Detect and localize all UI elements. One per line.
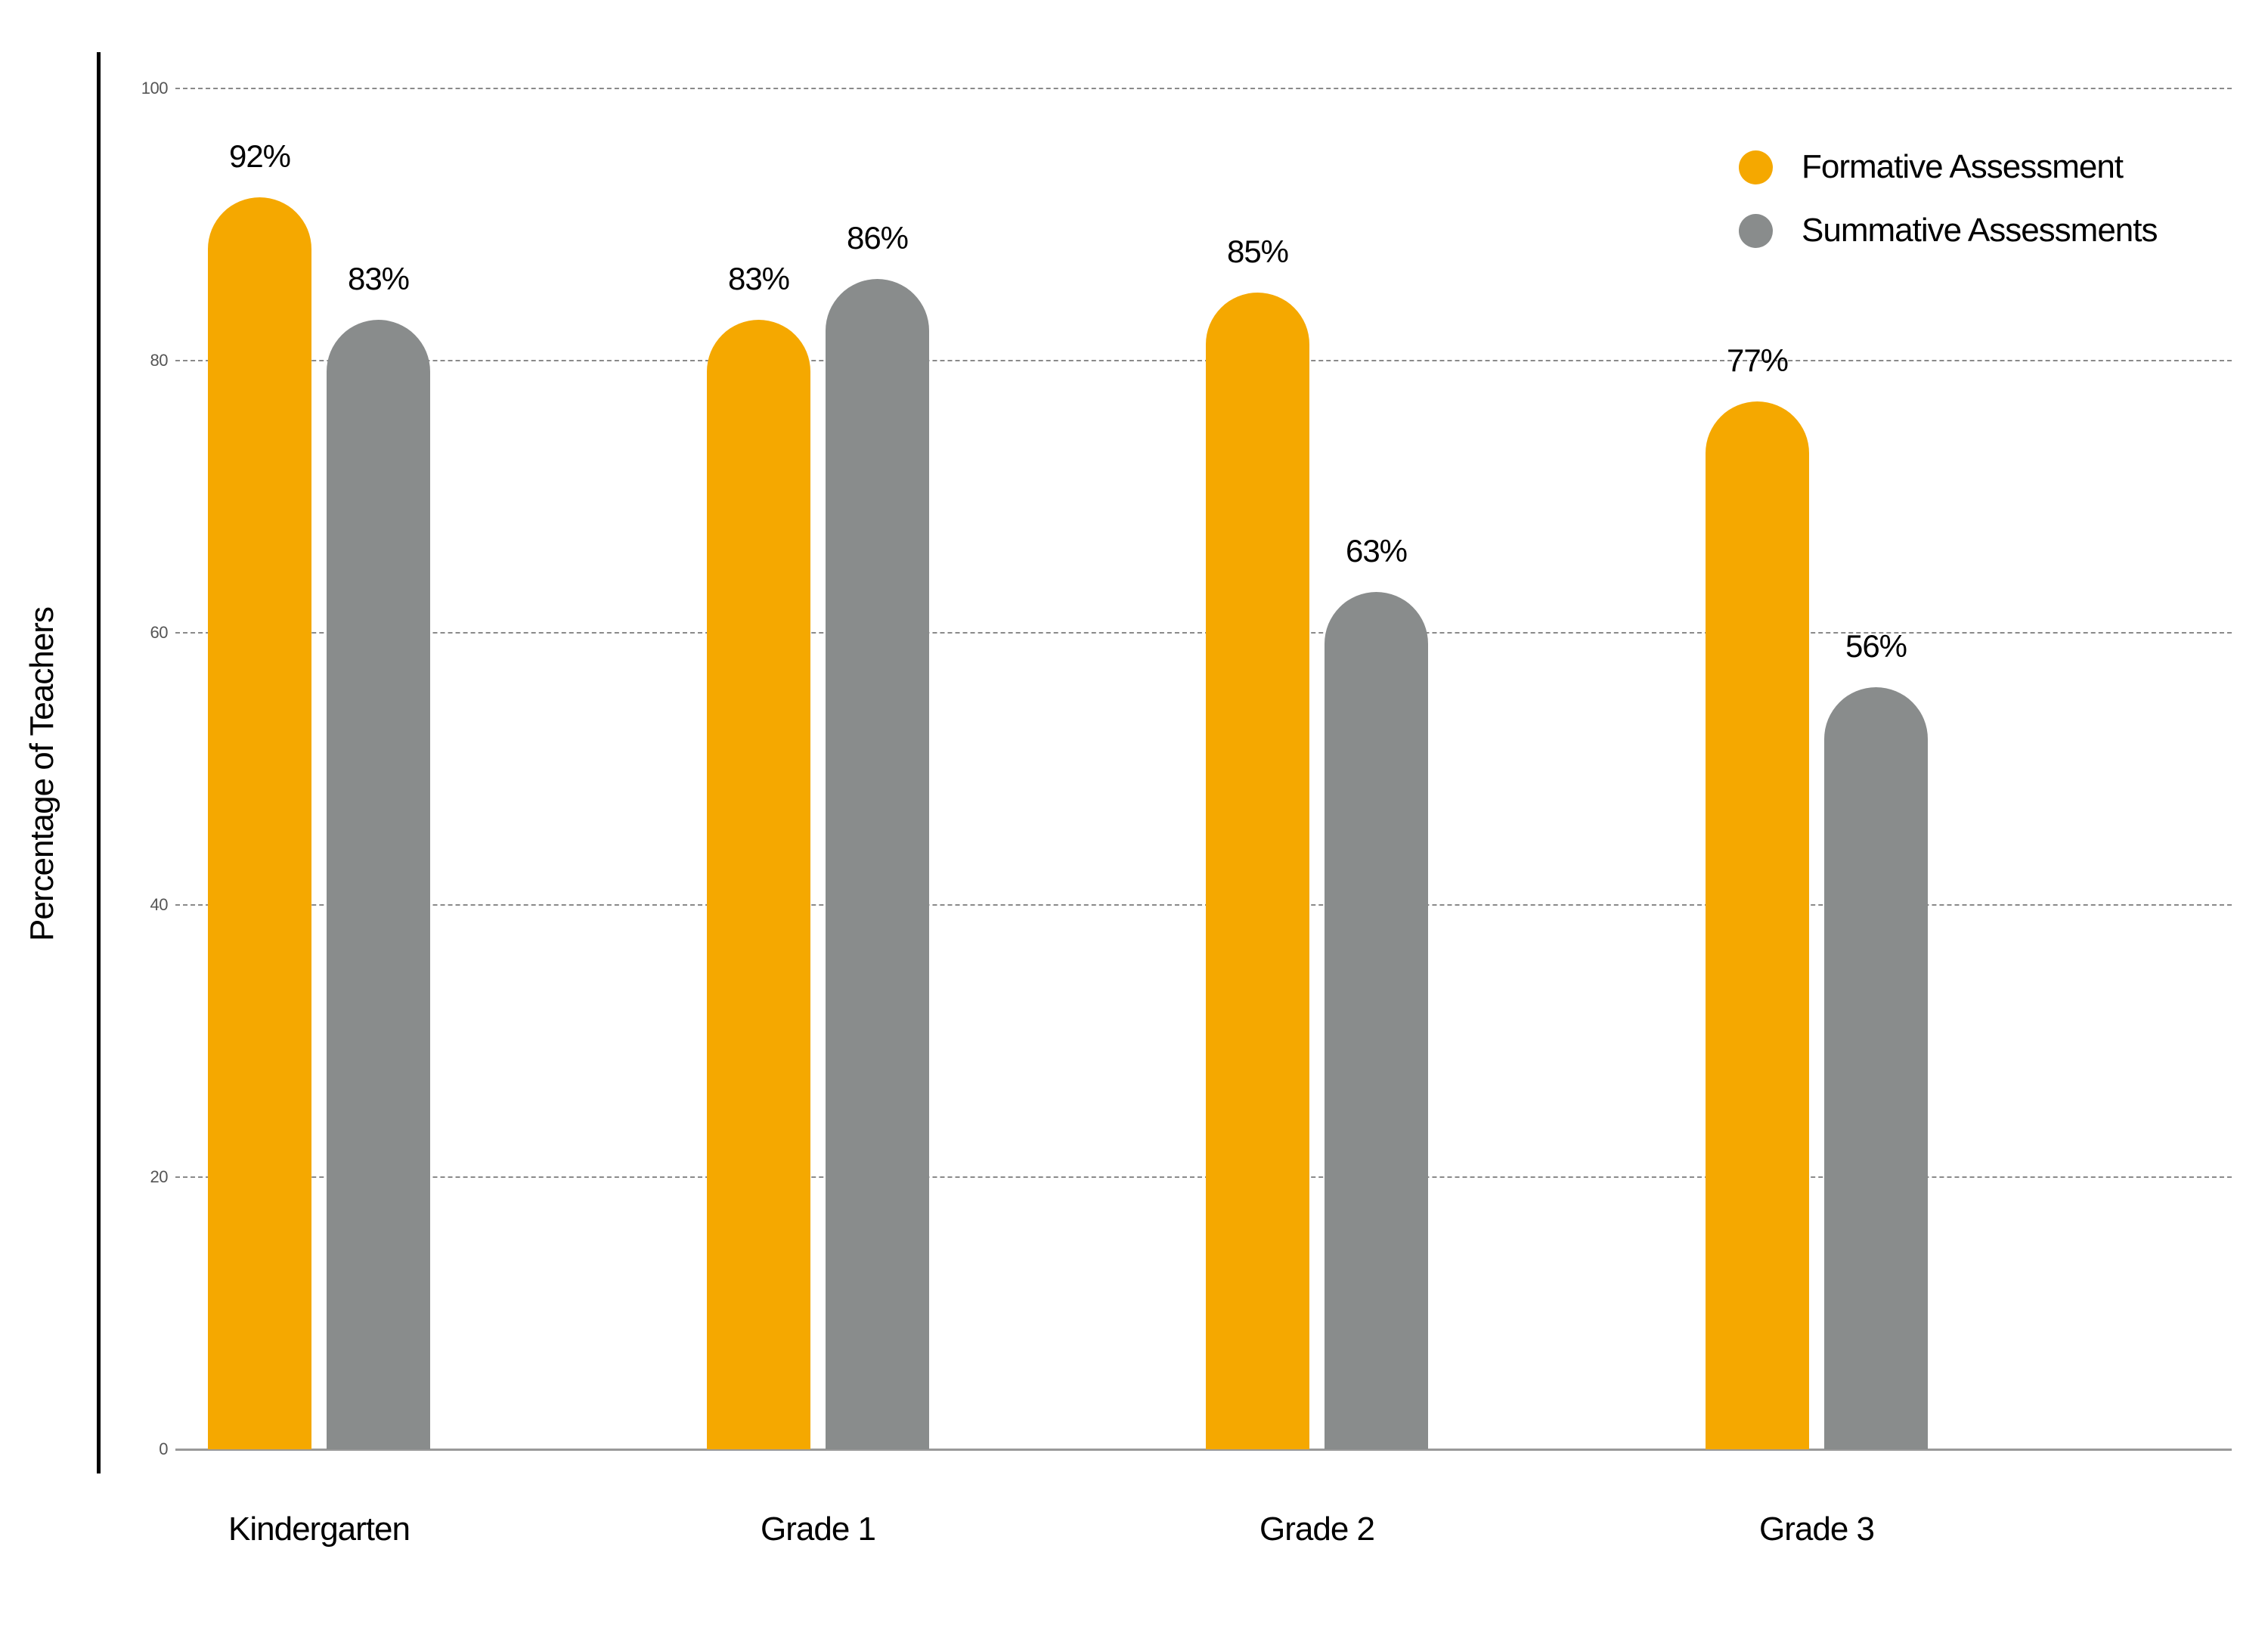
legend-label-formative: Formative Assessment (1802, 148, 2124, 185)
legend-item-formative: Formative Assessment (1739, 148, 2158, 186)
gridline (175, 360, 2232, 361)
legend-swatch-summative-icon (1739, 213, 1773, 248)
bar-formative (707, 320, 810, 1449)
bar-summative (1824, 687, 1928, 1449)
bar-summative (826, 279, 929, 1449)
bar-value-label: 85% (1226, 234, 1289, 269)
bar-value-label: 77% (1726, 342, 1789, 378)
gridline (175, 632, 2232, 634)
x-category-label: Kindergarten (228, 1511, 411, 1548)
legend-item-summative: Summative Assessments (1739, 212, 2158, 249)
legend-swatch-formative-icon (1739, 150, 1773, 184)
y-tick-label: 100 (141, 79, 169, 98)
gridline (175, 904, 2232, 906)
bar-formative (208, 197, 311, 1449)
bar-summative (1325, 592, 1428, 1449)
legend-label-summative: Summative Assessments (1802, 212, 2158, 249)
x-axis-baseline (175, 1449, 2232, 1451)
y-tick-label: 0 (159, 1439, 168, 1458)
y-axis-line (97, 52, 101, 1473)
y-tick-label: 60 (150, 623, 169, 642)
x-category-label: Grade 1 (761, 1511, 876, 1548)
legend: Formative Assessment Summative Assessmen… (1739, 148, 2158, 249)
x-category-label: Grade 3 (1759, 1511, 1875, 1548)
y-tick-label: 40 (150, 895, 169, 914)
bar-value-label: 83% (347, 261, 410, 296)
bar-value-label: 56% (1845, 628, 1907, 664)
bar-summative (327, 320, 430, 1449)
gridline (175, 1176, 2232, 1178)
bar-value-label: 63% (1345, 533, 1408, 569)
x-category-label: Grade 2 (1259, 1511, 1375, 1548)
bar-value-label: 92% (228, 138, 291, 174)
y-tick-label: 80 (150, 351, 169, 370)
bar-value-label: 86% (846, 220, 909, 256)
bar-formative (1206, 293, 1309, 1449)
gridline (175, 88, 2232, 89)
bar-formative (1706, 401, 1809, 1449)
y-axis-title: Percentage of Teachers (23, 607, 60, 941)
bar-value-label: 83% (727, 261, 790, 296)
y-tick-label: 20 (150, 1167, 169, 1186)
